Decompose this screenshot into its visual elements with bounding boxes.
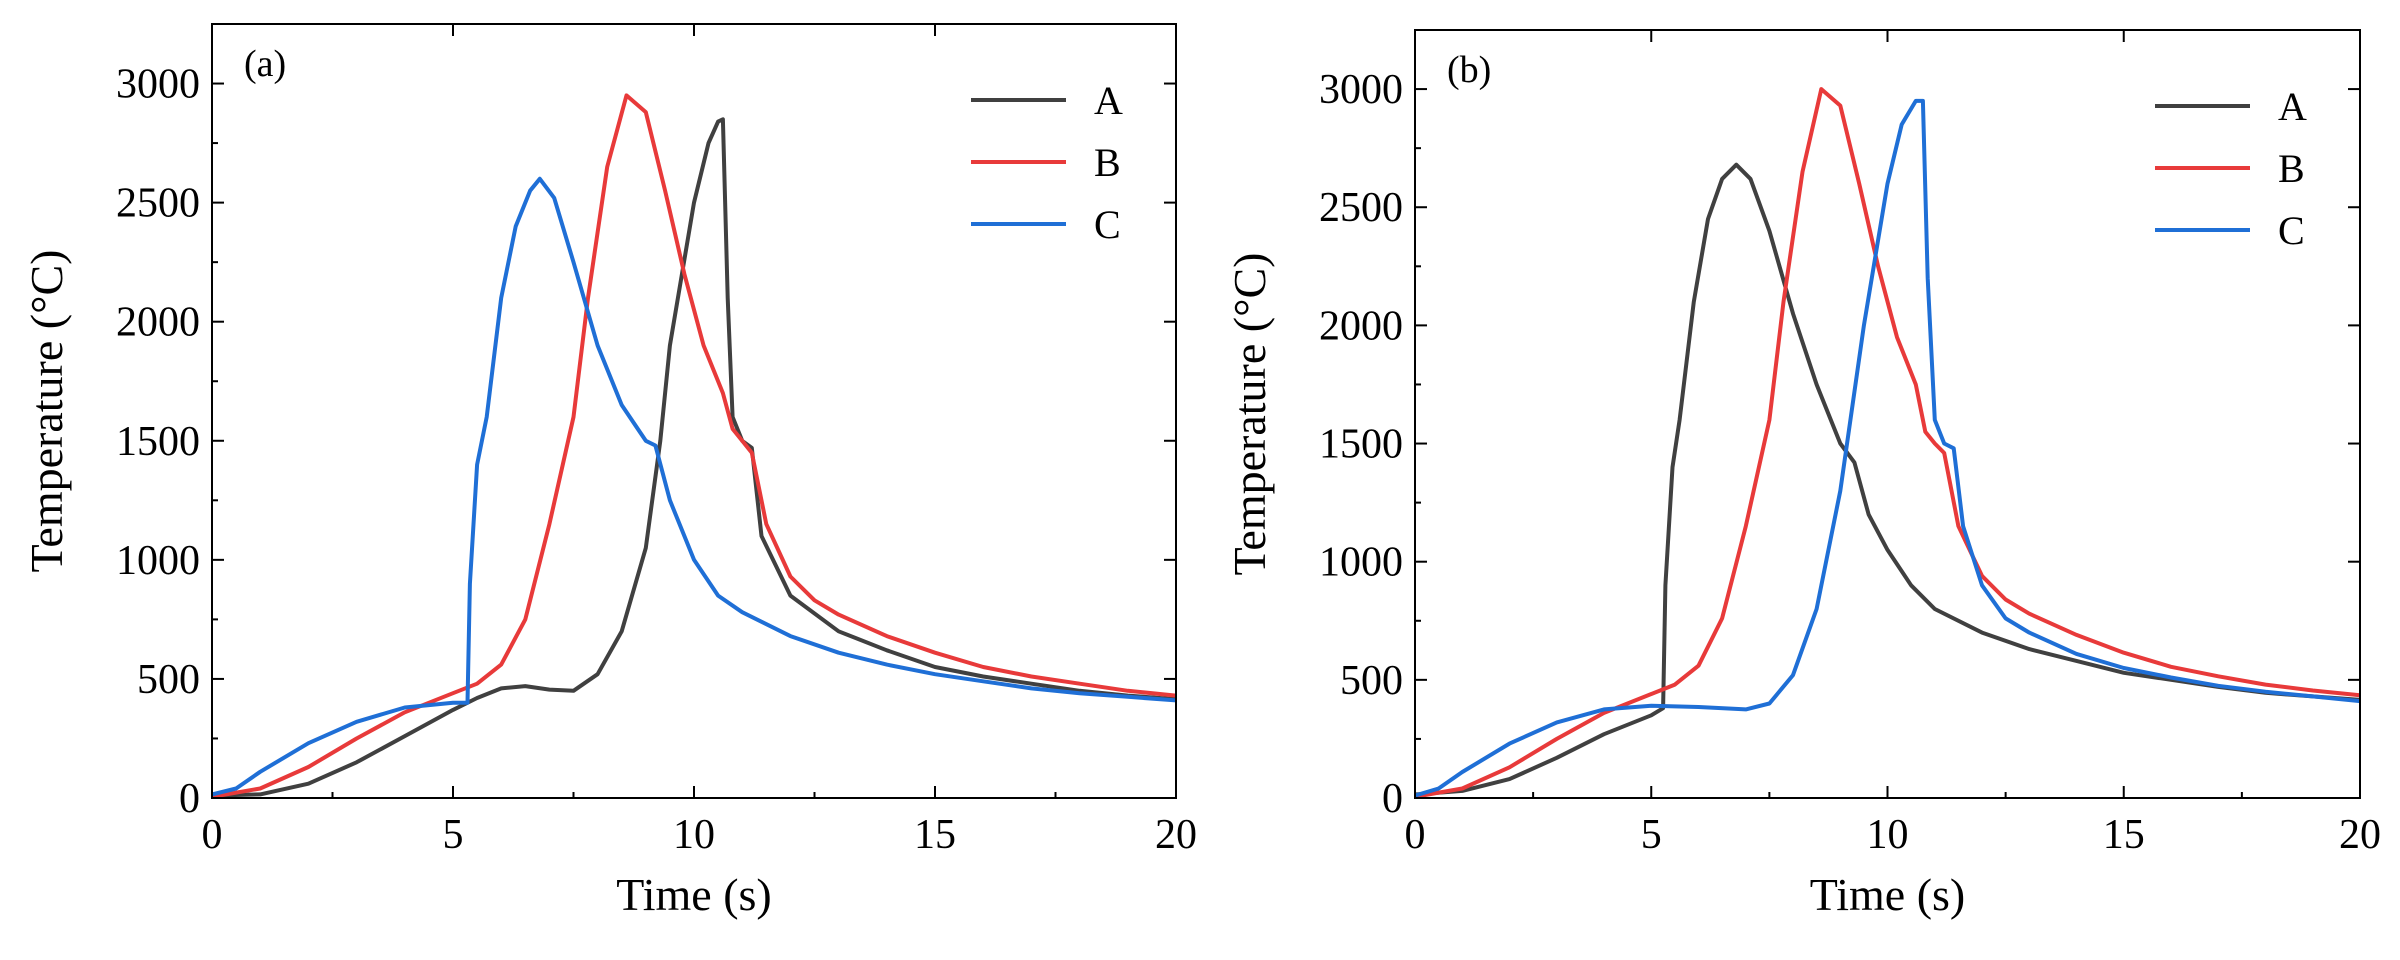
y-tick-label: 3000: [1319, 67, 1403, 113]
y-tick-label: 2000: [116, 300, 200, 346]
series-group: [1415, 87, 2360, 798]
x-tick-label: 0: [1405, 812, 1426, 858]
y-tick-label: 1500: [1319, 422, 1403, 468]
series-line-b: [212, 93, 1176, 798]
legend-label-a: A: [1094, 78, 1123, 123]
panel-label: (b): [1447, 49, 1491, 91]
x-tick-label: 15: [2103, 812, 2145, 858]
y-axis-title: Temperature (°C): [21, 250, 72, 573]
y-tick-label: 1000: [1319, 540, 1403, 586]
chart-panel-a: 0 5 10 15 20 0 500 1000 1500 2000 2500 3000 Time (s)…: [21, 23, 1197, 920]
series-line-a: [212, 117, 1176, 798]
legend-label-b: B: [2278, 146, 2305, 191]
legend-label-b: B: [1094, 140, 1121, 185]
y-tick-label: 2000: [1319, 303, 1403, 349]
x-tick-label: 0: [202, 812, 223, 858]
y-tick-label: 1000: [116, 538, 200, 584]
series-line-a: [1415, 162, 2360, 797]
y-tick-label: 3000: [116, 62, 200, 108]
legend-label-c: C: [1094, 202, 1121, 247]
x-tick-label: 20: [1155, 812, 1197, 858]
legend-label-c: C: [2278, 208, 2305, 253]
y-tick-label: 0: [1382, 776, 1403, 822]
y-tick-label: 1500: [116, 419, 200, 465]
y-tick-label: 2500: [1319, 185, 1403, 231]
y-tick-label: 2500: [116, 181, 200, 227]
x-axis-title: Time (s): [1810, 869, 1966, 920]
panel-label: (a): [244, 43, 286, 85]
series-line-c: [1415, 98, 2360, 798]
chart-panel-b: 0 5 10 15 20 0 500 1000 1500 2000 2500 3000 Time (s)…: [1224, 29, 2381, 920]
series-line-b: [1415, 87, 2360, 798]
series-group: [212, 93, 1176, 798]
x-tick-label: 5: [443, 812, 464, 858]
x-tick-label: 15: [914, 812, 956, 858]
y-tick-label: 500: [1340, 658, 1403, 704]
legend-label-a: A: [2278, 84, 2307, 129]
x-tick-label: 10: [1867, 812, 1909, 858]
y-axis-title: Temperature (°C): [1224, 253, 1275, 576]
x-tick-label: 5: [1641, 812, 1662, 858]
y-tick-label: 500: [137, 657, 200, 703]
y-tick-label: 0: [179, 776, 200, 822]
plot-frame: [1414, 29, 2361, 799]
x-axis-title: Time (s): [616, 869, 772, 920]
x-tick-label: 10: [673, 812, 715, 858]
x-tick-label: 20: [2339, 812, 2381, 858]
series-line-c: [212, 176, 1176, 797]
